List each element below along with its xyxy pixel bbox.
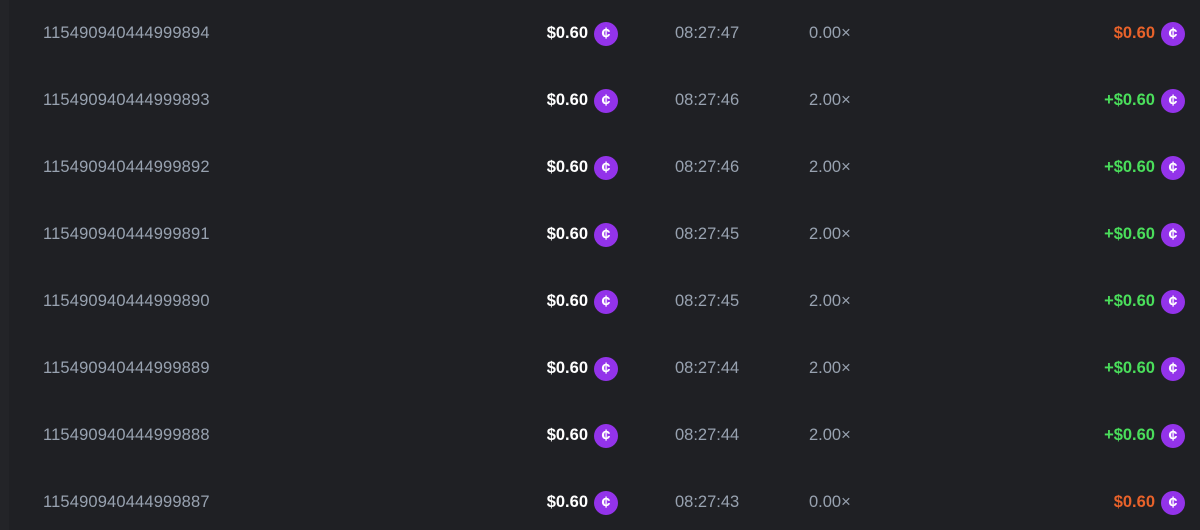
cent-coin-icon: ¢ — [1161, 21, 1185, 46]
cent-coin-icon: ¢ — [594, 88, 618, 113]
bet-amount-value: $0.60 — [546, 225, 588, 243]
bet-time-cell: 08:27:46 — [675, 158, 740, 176]
bet-amount-value: $0.60 — [546, 24, 588, 42]
bet-payout-value: +$0.60 — [1104, 292, 1155, 310]
svg-text:¢: ¢ — [1169, 226, 1178, 243]
cent-coin-icon: ¢ — [1161, 490, 1185, 515]
bet-multiplier-cell: 2.00× — [809, 158, 851, 176]
bet-payout-value: +$0.60 — [1104, 225, 1155, 243]
table-row[interactable]: 115490940444999888 $0.60 ¢ 08:27:44 2.00… — [0, 402, 1200, 469]
bet-time-cell: 08:27:47 — [675, 24, 740, 42]
bet-time-cell: 08:27:45 — [675, 225, 740, 243]
cent-coin-icon: ¢ — [1161, 423, 1185, 448]
bet-payout-cell: +$0.60 ¢ — [953, 289, 1185, 314]
bet-id-cell[interactable]: 115490940444999891 — [43, 225, 210, 243]
bet-multiplier-cell: 2.00× — [809, 426, 851, 444]
bet-id-cell[interactable]: 115490940444999894 — [43, 24, 210, 42]
bet-amount-value: $0.60 — [546, 292, 588, 310]
cent-coin-icon: ¢ — [594, 289, 618, 314]
svg-text:¢: ¢ — [602, 360, 611, 377]
bet-amount-cell: $0.60 ¢ — [383, 155, 618, 180]
bet-payout-value: $0.60 — [1113, 24, 1155, 42]
bet-time-cell: 08:27:43 — [675, 493, 740, 511]
panel-left-edge — [0, 0, 9, 530]
bet-amount-cell: $0.60 ¢ — [383, 490, 618, 515]
bet-multiplier-cell: 2.00× — [809, 225, 851, 243]
svg-text:¢: ¢ — [1169, 427, 1178, 444]
table-row[interactable]: 115490940444999887 $0.60 ¢ 08:27:43 0.00… — [0, 469, 1200, 530]
bet-multiplier-cell: 2.00× — [809, 292, 851, 310]
svg-text:¢: ¢ — [602, 494, 611, 511]
svg-text:¢: ¢ — [602, 226, 611, 243]
table-row[interactable]: 115490940444999890 $0.60 ¢ 08:27:45 2.00… — [0, 268, 1200, 335]
table-row[interactable]: 115490940444999891 $0.60 ¢ 08:27:45 2.00… — [0, 201, 1200, 268]
svg-text:¢: ¢ — [602, 427, 611, 444]
cent-coin-icon: ¢ — [594, 356, 618, 381]
bet-payout-value: $0.60 — [1113, 493, 1155, 511]
bet-id-cell[interactable]: 115490940444999890 — [43, 292, 210, 310]
svg-text:¢: ¢ — [602, 159, 611, 176]
bet-amount-cell: $0.60 ¢ — [383, 423, 618, 448]
cent-coin-icon: ¢ — [1161, 289, 1185, 314]
bet-time-cell: 08:27:46 — [675, 91, 740, 109]
bet-amount-value: $0.60 — [546, 359, 588, 377]
bet-amount-cell: $0.60 ¢ — [383, 21, 618, 46]
bet-id-cell[interactable]: 115490940444999892 — [43, 158, 210, 176]
bet-payout-cell: +$0.60 ¢ — [953, 222, 1185, 247]
bet-payout-cell: +$0.60 ¢ — [953, 155, 1185, 180]
bet-id-cell[interactable]: 115490940444999889 — [43, 359, 210, 377]
bet-amount-cell: $0.60 ¢ — [383, 356, 618, 381]
bet-time-cell: 08:27:45 — [675, 292, 740, 310]
table-row[interactable]: 115490940444999894 $0.60 ¢ 08:27:47 0.00… — [0, 0, 1200, 67]
cent-coin-icon: ¢ — [594, 155, 618, 180]
svg-text:¢: ¢ — [1169, 360, 1178, 377]
cent-coin-icon: ¢ — [594, 423, 618, 448]
bet-payout-value: +$0.60 — [1104, 426, 1155, 444]
bet-amount-value: $0.60 — [546, 426, 588, 444]
bet-multiplier-cell: 0.00× — [809, 24, 851, 42]
cent-coin-icon: ¢ — [1161, 222, 1185, 247]
bet-amount-cell: $0.60 ¢ — [383, 222, 618, 247]
cent-coin-icon: ¢ — [1161, 88, 1185, 113]
svg-text:¢: ¢ — [1169, 25, 1178, 42]
svg-text:¢: ¢ — [602, 293, 611, 310]
bet-payout-cell: +$0.60 ¢ — [953, 423, 1185, 448]
bet-payout-cell: +$0.60 ¢ — [953, 356, 1185, 381]
bet-payout-value: +$0.60 — [1104, 158, 1155, 176]
bet-id-cell[interactable]: 115490940444999893 — [43, 91, 210, 109]
cent-coin-icon: ¢ — [594, 222, 618, 247]
table-row[interactable]: 115490940444999889 $0.60 ¢ 08:27:44 2.00… — [0, 335, 1200, 402]
bet-id-cell[interactable]: 115490940444999888 — [43, 426, 210, 444]
cent-coin-icon: ¢ — [1161, 155, 1185, 180]
cent-coin-icon: ¢ — [1161, 356, 1185, 381]
bet-payout-cell: $0.60 ¢ — [953, 21, 1185, 46]
svg-text:¢: ¢ — [1169, 494, 1178, 511]
bet-payout-cell: $0.60 ¢ — [953, 490, 1185, 515]
bet-payout-cell: +$0.60 ¢ — [953, 88, 1185, 113]
bet-payout-value: +$0.60 — [1104, 91, 1155, 109]
bet-multiplier-cell: 2.00× — [809, 359, 851, 377]
bet-amount-value: $0.60 — [546, 493, 588, 511]
table-row[interactable]: 115490940444999893 $0.60 ¢ 08:27:46 2.00… — [0, 67, 1200, 134]
bet-id-cell[interactable]: 115490940444999887 — [43, 493, 210, 511]
svg-text:¢: ¢ — [1169, 92, 1178, 109]
svg-text:¢: ¢ — [602, 92, 611, 109]
cent-coin-icon: ¢ — [594, 21, 618, 46]
bet-amount-value: $0.60 — [546, 91, 588, 109]
svg-text:¢: ¢ — [602, 25, 611, 42]
cent-coin-icon: ¢ — [594, 490, 618, 515]
bet-amount-value: $0.60 — [546, 158, 588, 176]
bet-time-cell: 08:27:44 — [675, 426, 740, 444]
bet-amount-cell: $0.60 ¢ — [383, 88, 618, 113]
bet-payout-value: +$0.60 — [1104, 359, 1155, 377]
svg-text:¢: ¢ — [1169, 293, 1178, 310]
bet-amount-cell: $0.60 ¢ — [383, 289, 618, 314]
bet-multiplier-cell: 2.00× — [809, 91, 851, 109]
bet-time-cell: 08:27:44 — [675, 359, 740, 377]
svg-text:¢: ¢ — [1169, 159, 1178, 176]
bet-multiplier-cell: 0.00× — [809, 493, 851, 511]
table-row[interactable]: 115490940444999892 $0.60 ¢ 08:27:46 2.00… — [0, 134, 1200, 201]
